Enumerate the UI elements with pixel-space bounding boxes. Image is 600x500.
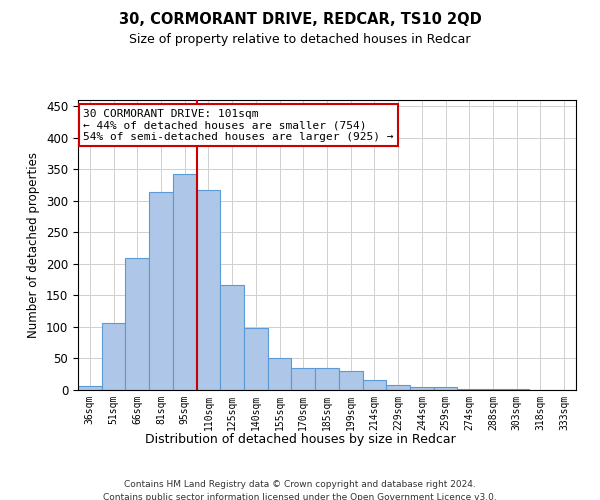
Bar	[125, 258, 149, 390]
Bar	[197, 190, 220, 390]
Text: Distribution of detached houses by size in Redcar: Distribution of detached houses by size …	[145, 432, 455, 446]
Bar	[244, 328, 268, 390]
Y-axis label: Number of detached properties: Number of detached properties	[28, 152, 40, 338]
Bar	[410, 387, 434, 390]
Bar	[434, 387, 457, 390]
Bar	[220, 286, 244, 390]
Bar	[457, 388, 481, 390]
Text: Contains HM Land Registry data © Crown copyright and database right 2024.
Contai: Contains HM Land Registry data © Crown c…	[103, 480, 497, 500]
Bar	[315, 368, 339, 390]
Bar	[292, 368, 315, 390]
Text: Size of property relative to detached houses in Redcar: Size of property relative to detached ho…	[129, 32, 471, 46]
Bar	[268, 358, 292, 390]
Bar	[339, 371, 362, 390]
Text: 30 CORMORANT DRIVE: 101sqm
← 44% of detached houses are smaller (754)
54% of sem: 30 CORMORANT DRIVE: 101sqm ← 44% of deta…	[83, 108, 394, 142]
Bar	[362, 380, 386, 390]
Bar	[173, 174, 197, 390]
Bar	[78, 386, 102, 390]
Bar	[149, 192, 173, 390]
Text: 30, CORMORANT DRIVE, REDCAR, TS10 2QD: 30, CORMORANT DRIVE, REDCAR, TS10 2QD	[119, 12, 481, 28]
Bar	[386, 385, 410, 390]
Bar	[102, 322, 125, 390]
